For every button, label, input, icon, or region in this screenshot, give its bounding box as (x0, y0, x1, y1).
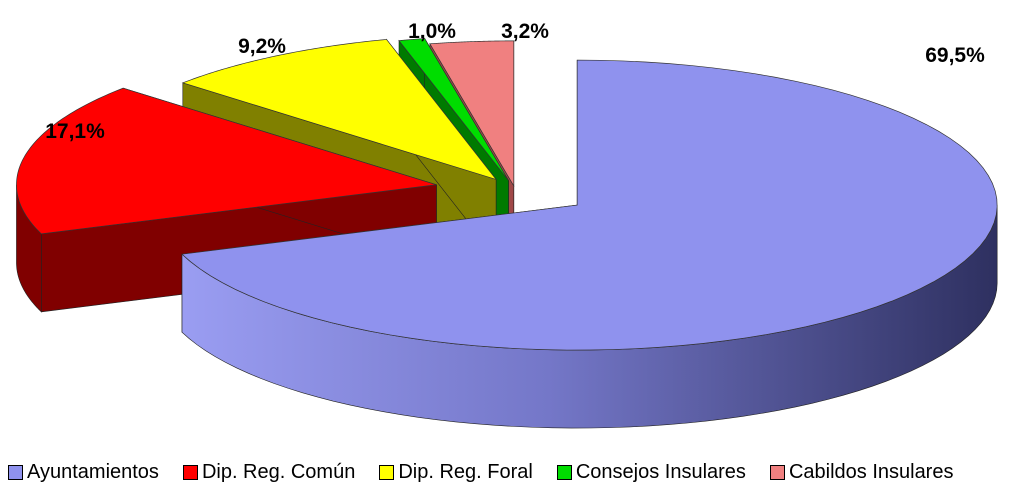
legend-item-ayuntamientos: Ayuntamientos (8, 461, 159, 484)
legend-swatch-icon (8, 464, 23, 480)
data-label-ayuntamientos: 69,5% (925, 44, 985, 67)
legend-label: Cabildos Insulares (788, 460, 954, 483)
legend-swatch-icon (182, 464, 198, 480)
legend-item-consejos-insulares: Consejos Insulares (556, 460, 746, 484)
legend-label: Ayuntamientos (27, 460, 159, 483)
pie-slice-cabildos-insulares (429, 40, 515, 188)
legend-label: Dip. Reg. Foral (398, 460, 533, 483)
legend-label: Dip. Reg. Común (201, 460, 356, 483)
pie-slice-dip-reg-foral (181, 39, 498, 181)
pie-slice-dip-reg-comun (16, 87, 437, 235)
data-label-consejos-insulares: 1,0% (408, 20, 456, 43)
data-label-cabildos-insulares: 3,2% (501, 20, 549, 43)
legend-swatch-icon (556, 464, 572, 480)
legend-item-dip-reg-foral: Dip. Reg. Foral (379, 461, 533, 484)
data-label-dip-reg-foral: 9,2% (238, 35, 286, 58)
data-label-dip-reg-comun: 17,1% (45, 120, 105, 143)
legend-label: Consejos Insulares (575, 460, 746, 483)
legend-swatch-icon (769, 464, 785, 480)
pie-slice-consejos-insulares (398, 38, 509, 181)
legend-swatch-icon (379, 464, 395, 480)
chart-legend: Ayuntamientos Dip. Reg. Común Dip. Reg. … (8, 460, 977, 484)
pie-slice-ayuntamientos (181, 59, 998, 351)
legend-item-dip-reg-comun: Dip. Reg. Común (182, 460, 356, 484)
legend-item-cabildos-insulares: Cabildos Insulares (769, 460, 954, 484)
pie-chart: 69,5% 17,1% 9,2% 1,0% 3,2% (16, 20, 998, 429)
